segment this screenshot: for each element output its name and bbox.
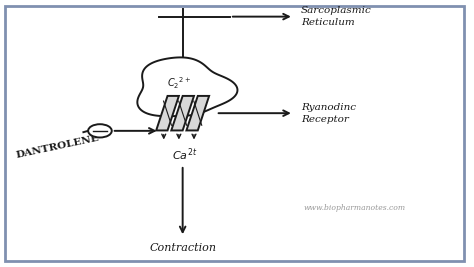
Polygon shape [156, 96, 179, 131]
Text: $\mathit{C_2}^{2+}$: $\mathit{C_2}^{2+}$ [167, 75, 191, 91]
Circle shape [88, 124, 112, 138]
Text: $\mathit{Ca}^{2t}$: $\mathit{Ca}^{2t}$ [173, 146, 198, 163]
Polygon shape [171, 96, 194, 131]
Text: www.biopharmanotes.com: www.biopharmanotes.com [303, 204, 405, 212]
Text: Ryanodinc
Receptor: Ryanodinc Receptor [301, 103, 356, 124]
Polygon shape [137, 57, 237, 116]
Polygon shape [186, 96, 209, 131]
Text: Contraction: Contraction [149, 243, 216, 253]
Text: Sarcoplasmic
Reticulum: Sarcoplasmic Reticulum [301, 6, 372, 27]
Text: DANTROLENE: DANTROLENE [15, 134, 100, 160]
